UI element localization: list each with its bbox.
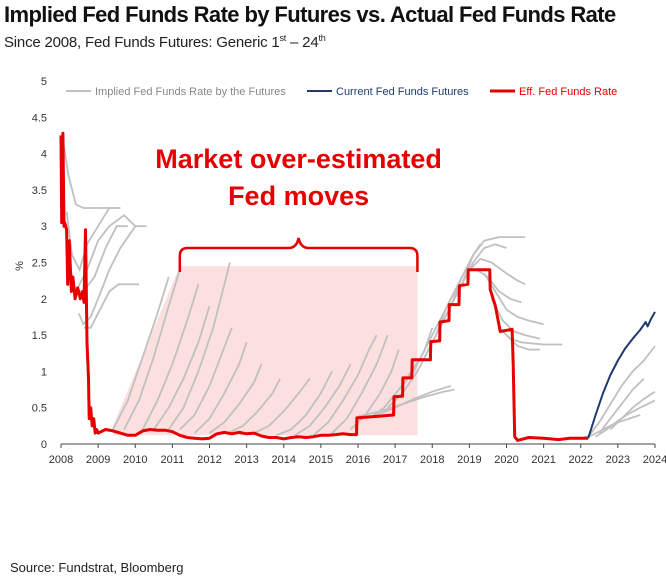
futures-strip-37 — [598, 378, 645, 434]
futures-strip-14 — [227, 378, 281, 434]
legend-label-current: Current Fed Funds Futures — [336, 86, 469, 98]
futures-strip-39 — [595, 399, 656, 438]
futures-strip-20 — [349, 349, 400, 431]
legend-label-effr: Eff. Fed Funds Rate — [519, 86, 617, 98]
series-current — [587, 311, 656, 439]
x-tick-label: 2021 — [531, 454, 555, 466]
futures-strip-28 — [468, 257, 526, 286]
x-tick-label: 2023 — [606, 454, 630, 466]
futures-strip-1 — [65, 207, 121, 273]
legend-label-futures: Implied Fed Funds Rate by the Futures — [95, 86, 286, 98]
y-tick-label: 1 — [41, 366, 47, 378]
x-tick-label: 2020 — [494, 454, 518, 466]
futures-strip-9 — [153, 305, 211, 431]
annotation-line-1: Market over-estimated — [155, 144, 442, 174]
chart-title: Implied Fed Funds Rate by Futures vs. Ac… — [4, 2, 616, 27]
x-tick-label: 2015 — [309, 454, 333, 466]
annotation-layer: Market over-estimated Fed moves — [155, 144, 442, 272]
y-tick-label: 2 — [41, 294, 47, 306]
subtitle-superscript-first: st — [279, 33, 287, 43]
x-tick-label: 2009 — [86, 454, 110, 466]
x-tick-label: 2012 — [197, 454, 221, 466]
futures-strip-34 — [357, 388, 455, 418]
futures-strip-31 — [490, 298, 541, 340]
shade-layer — [112, 266, 418, 436]
futures-strip-11 — [179, 327, 233, 431]
futures-strip-4 — [77, 225, 147, 326]
x-tick-label: 2022 — [569, 454, 593, 466]
futures-strip-35 — [376, 385, 452, 416]
futures-strip-19 — [331, 334, 389, 434]
y-tick-label: 0 — [41, 439, 47, 451]
futures-layer — [62, 138, 656, 440]
y-axis-label: % — [14, 261, 26, 271]
futures-strip-6 — [112, 276, 170, 430]
subtitle-superscript-last: th — [318, 33, 326, 43]
x-tick-label: 2008 — [49, 454, 73, 466]
y-tick-label: 1.5 — [32, 330, 47, 342]
x-tick-label: 2013 — [234, 454, 258, 466]
futures-strip-30 — [483, 272, 544, 326]
futures-strip-7 — [123, 269, 181, 430]
y-tick-label: 4 — [41, 149, 47, 161]
y-tick-label: 5 — [41, 76, 47, 88]
x-tick-label: 2011 — [161, 454, 185, 466]
futures-strip-13 — [208, 363, 263, 434]
futures-strip-36 — [587, 345, 656, 438]
x-tick-label: 2014 — [272, 454, 296, 466]
axes-layer: 0 0.5 1 1.5 2 2.5 3 3.5 4 4.5 5 2008 2009 2010 2011 201… — [14, 76, 666, 466]
annotation-bracket — [178, 237, 419, 272]
x-tick-label: 2017 — [383, 454, 407, 466]
series-layer — [59, 131, 656, 442]
futures-strip-40 — [580, 414, 641, 440]
y-tick-label: 3.5 — [32, 185, 47, 197]
y-tick-label: 0.5 — [32, 403, 47, 415]
futures-strip-17 — [294, 363, 352, 437]
source-note: Source: Fundstrat, Bloomberg — [10, 560, 184, 575]
series-effr — [59, 131, 589, 442]
subtitle-range-text: – 24 — [286, 34, 319, 51]
futures-strip-5 — [84, 283, 139, 329]
x-tick-label: 2016 — [346, 454, 370, 466]
chart-subtitle: Since 2008, Fed Funds Futures: Generic 1… — [4, 33, 326, 51]
futures-strip-10 — [167, 262, 231, 431]
x-tick-label: 2010 — [123, 454, 147, 466]
annotation-line-2: Fed moves — [228, 181, 369, 211]
futures-strip-15 — [253, 378, 311, 434]
futures-strip-16 — [275, 370, 333, 437]
legend-layer: Implied Fed Funds Rate by the Futures Cur… — [66, 86, 617, 98]
futures-strip-8 — [141, 284, 200, 430]
y-tick-label: 3 — [41, 221, 47, 233]
y-tick-label: 2.5 — [32, 258, 47, 270]
overestimate-shade — [112, 266, 418, 436]
subtitle-text: Since 2008, Fed Funds Futures: Generic 1 — [4, 34, 280, 51]
futures-strip-12 — [193, 342, 248, 434]
y-tick-label: 4.5 — [32, 112, 47, 124]
futures-strip-0 — [62, 138, 117, 209]
x-tick-label: 2018 — [420, 454, 444, 466]
x-tick-label: 2024 — [643, 454, 666, 466]
x-tick-label: 2019 — [457, 454, 481, 466]
futures-strip-18 — [312, 334, 378, 436]
